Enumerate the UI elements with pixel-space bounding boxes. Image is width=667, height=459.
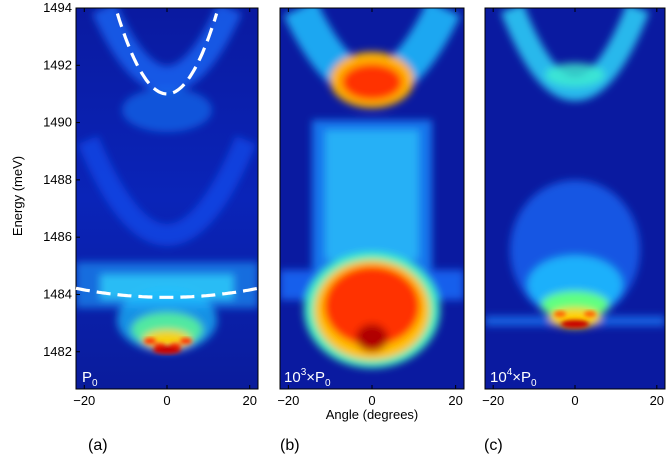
y-tick-label: 1486: [43, 229, 72, 244]
x-tick-label-a: 0: [163, 393, 170, 408]
y-tick-label: 1492: [43, 57, 72, 72]
y-tick-label: 1482: [43, 344, 72, 359]
inset-label-a: P0: [82, 369, 98, 389]
x-axis-label: Angle (degrees): [326, 407, 419, 422]
panel-c: [485, 8, 665, 389]
x-tick-label-b: 20: [448, 393, 462, 408]
y-tick-label: 1490: [43, 115, 72, 130]
x-tick-label-b: −20: [277, 393, 299, 408]
x-tick-label-a: −20: [73, 393, 95, 408]
panel-b: [280, 8, 464, 389]
x-tick-label-a: 20: [242, 393, 256, 408]
inset-label-b: 103×P0: [284, 367, 331, 389]
y-tick-label: 1494: [43, 0, 72, 15]
x-tick-label-b: 0: [368, 393, 375, 408]
dispersion-fit-line: [115, 13, 219, 96]
x-tick-label-c: 0: [571, 393, 578, 408]
axes-layer: −20 0 20 1482 1484 1486 1488 1490 1492 1494 −20 0 20…: [43, 0, 666, 408]
dispersion-fit-line: [75, 286, 259, 299]
inset-label-c: 104×P0: [490, 367, 537, 389]
y-axis-label: Energy (meV): [10, 156, 25, 236]
y-tick-label: 1484: [43, 286, 72, 301]
x-tick-label-c: 20: [650, 393, 664, 408]
panel-letter-c: (c): [484, 437, 503, 454]
x-tick-label-c: −20: [482, 393, 504, 408]
y-tick-label: 1488: [43, 172, 72, 187]
panel-letter-a: (a): [88, 437, 108, 454]
panel-letter-b: (b): [280, 437, 300, 454]
panel-a: [76, 8, 258, 389]
